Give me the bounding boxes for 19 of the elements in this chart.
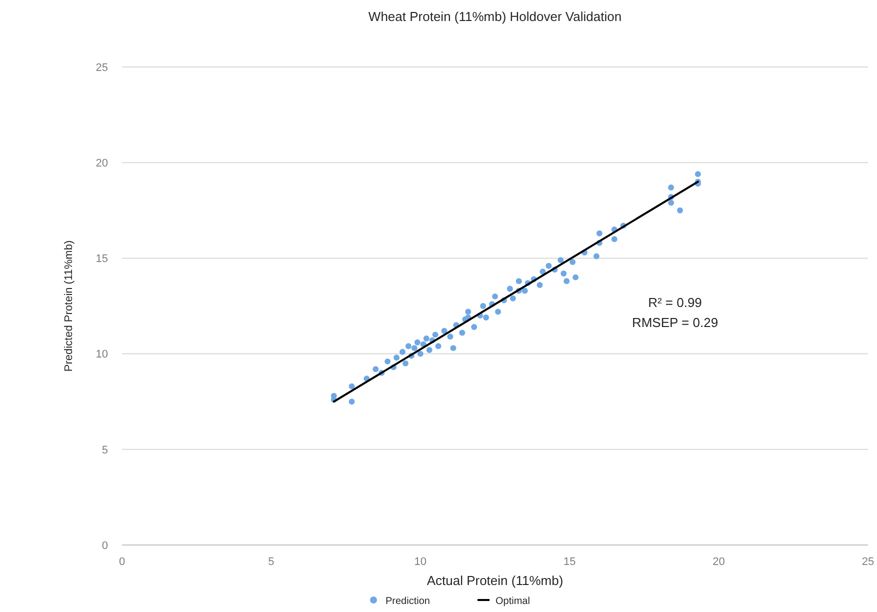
x-tick-label: 25 xyxy=(862,556,874,568)
y-tick-label: 10 xyxy=(96,348,108,361)
y-tick-label: 0 xyxy=(102,540,108,552)
y-axis-title: Predicted Protein (11%mb) xyxy=(63,240,75,372)
y-tick-label: 15 xyxy=(96,253,108,266)
y-tick-label: 25 xyxy=(96,62,108,74)
legend-label: Prediction xyxy=(386,596,430,607)
x-tick-label: 15 xyxy=(563,556,576,568)
y-tick-label: 5 xyxy=(102,444,108,456)
y-tick-label: 20 xyxy=(96,157,108,170)
x-tick-label: 0 xyxy=(118,556,126,568)
annotation: RMSEP = 0.29 xyxy=(632,315,718,330)
x-axis-title: Actual Protein (11%mb) xyxy=(426,573,564,588)
annotation: R² = 0.99 xyxy=(648,295,702,310)
x-tick-label: 5 xyxy=(268,556,274,568)
x-tick-label: 20 xyxy=(712,556,725,568)
chart-title: Wheat Protein (11%mb) Holdover Validation xyxy=(368,9,622,24)
legend-label: Optimal xyxy=(496,596,530,607)
x-tick-label: 10 xyxy=(414,556,427,568)
